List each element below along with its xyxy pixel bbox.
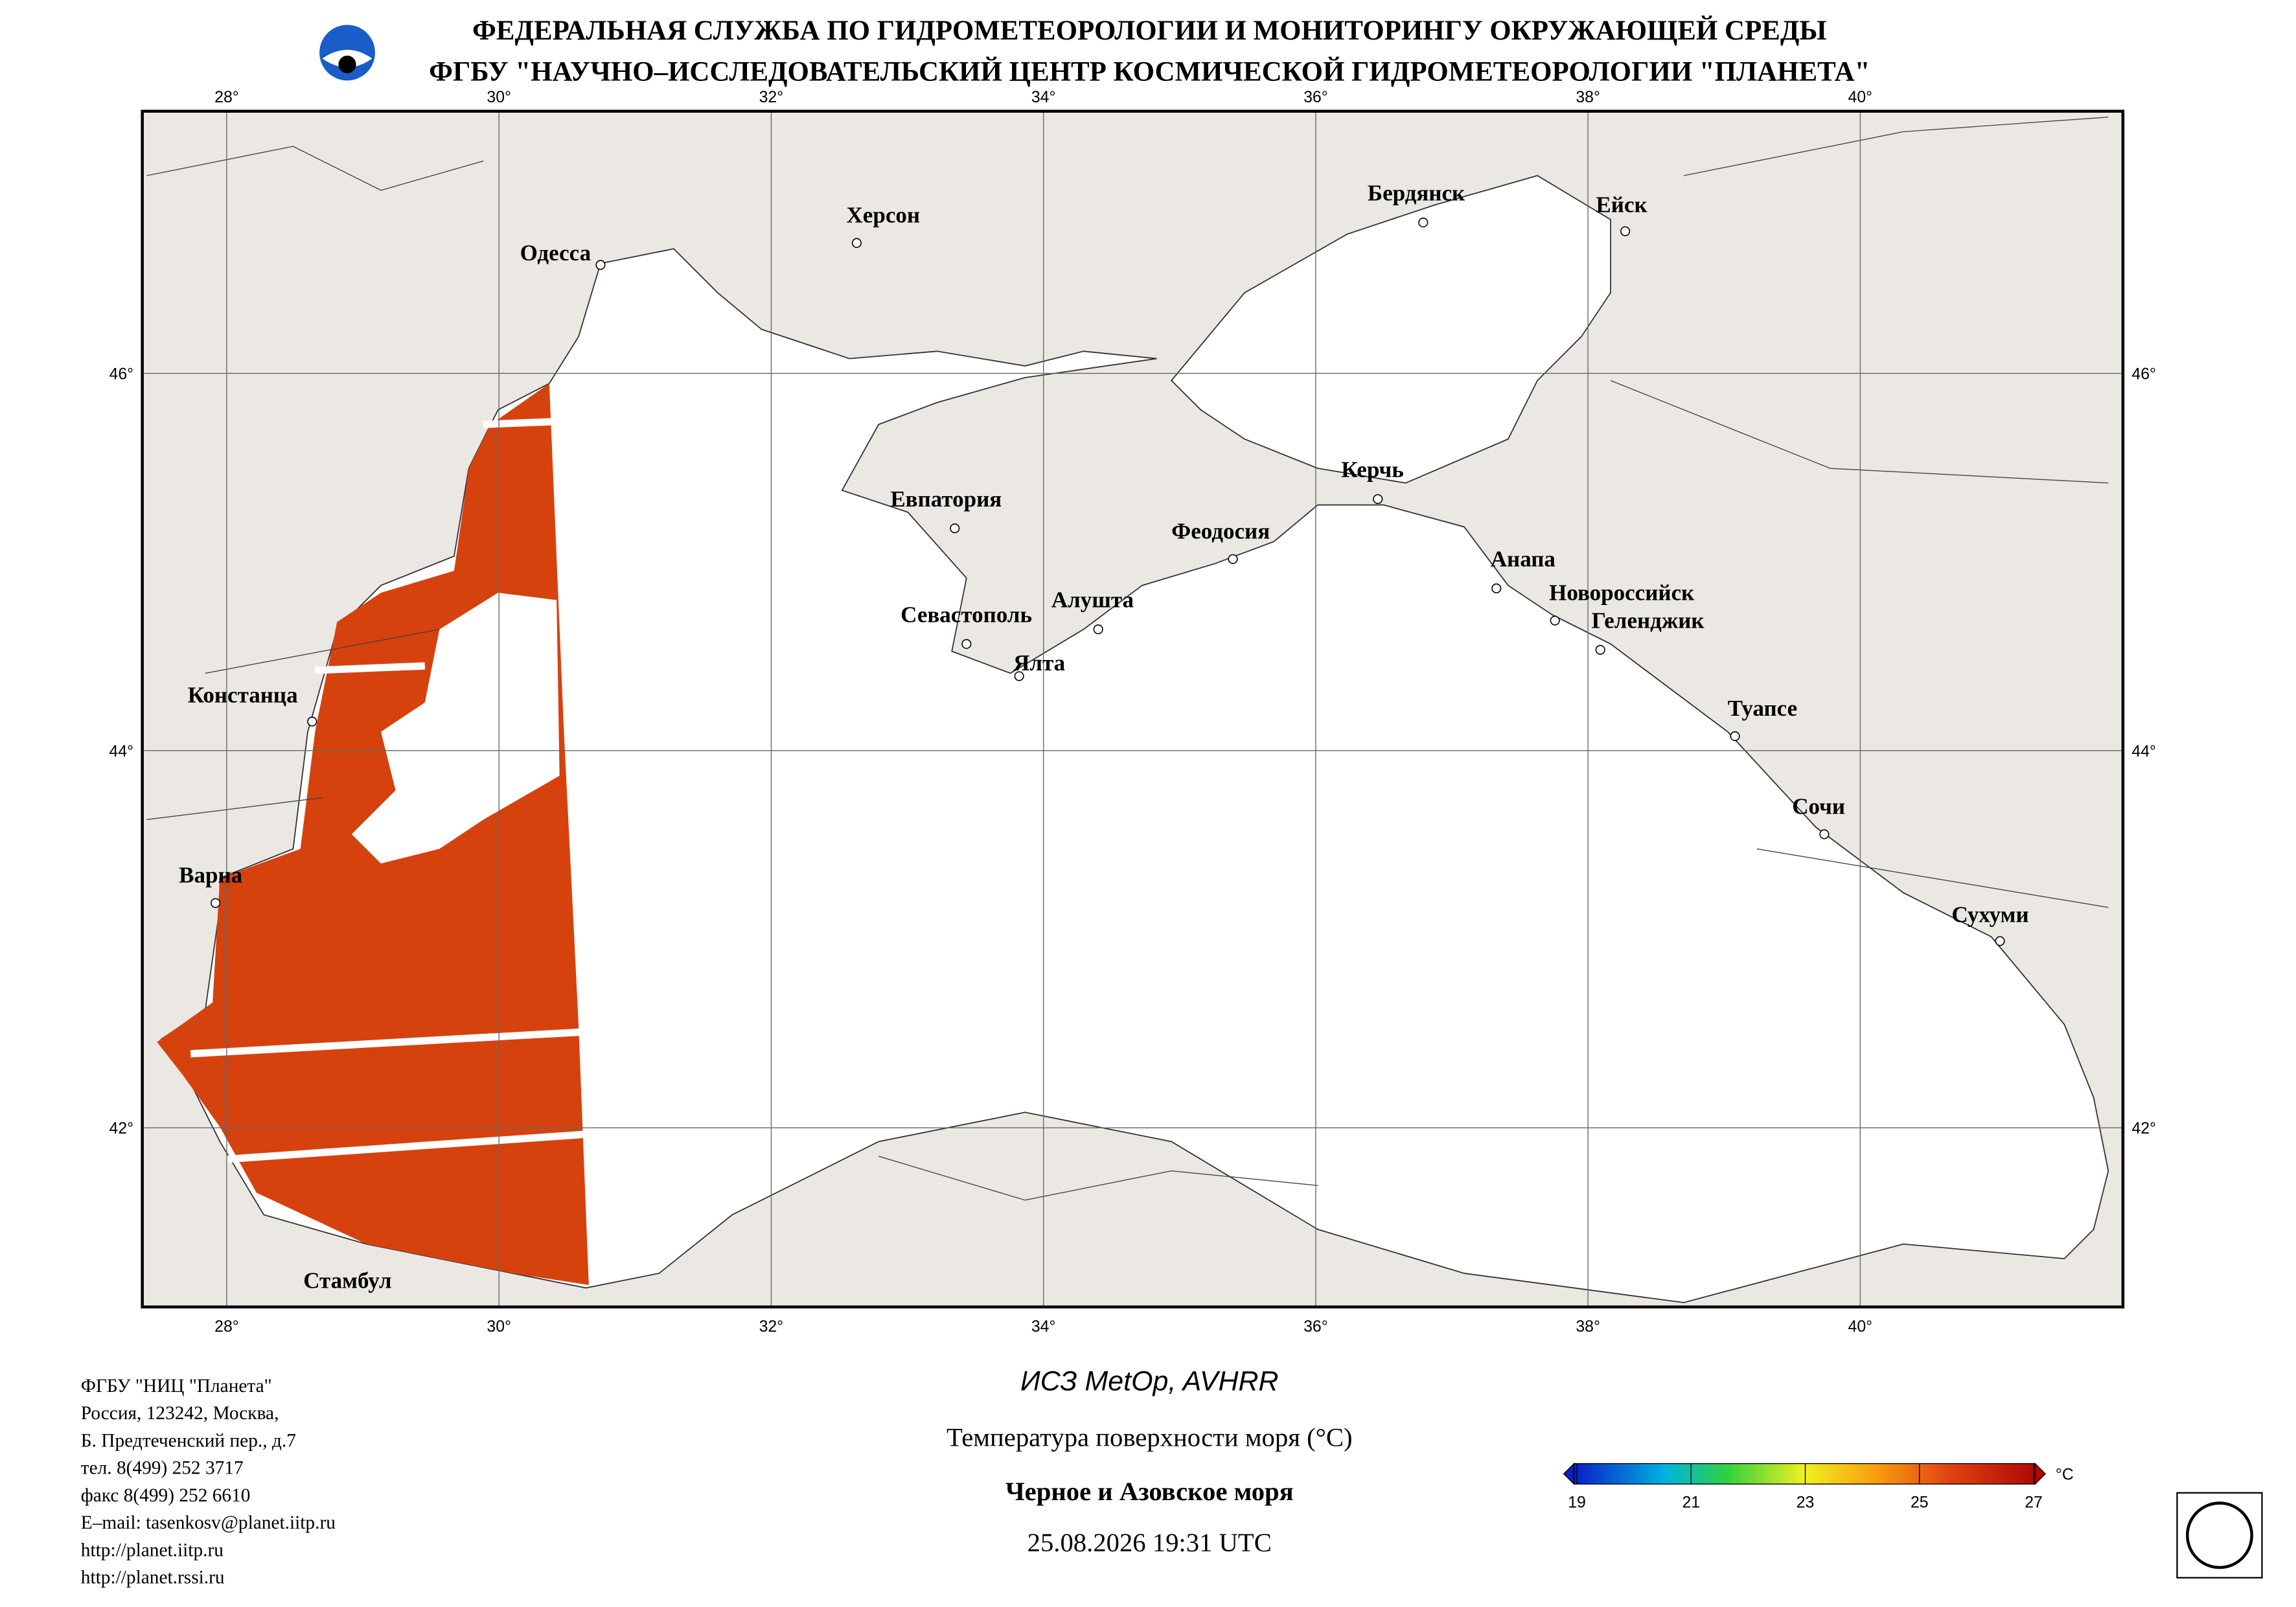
city-label: Сочи	[1792, 793, 1845, 819]
city-dot	[1228, 554, 1238, 564]
city-label: Керчь	[1341, 457, 1403, 483]
city-dot	[211, 898, 221, 908]
lon-tick-label: 36°	[1303, 89, 1328, 106]
city-dot	[1418, 217, 1429, 228]
lat-tick-label: 46°	[2131, 366, 2156, 383]
lon-tick-label: 32°	[759, 89, 784, 106]
city-label: Туапсе	[1728, 696, 1797, 721]
contact-line: http://planet.iitp.ru	[81, 1540, 224, 1560]
lat-tick-label: 42°	[2131, 1120, 2156, 1137]
city-label: Бердянск	[1368, 181, 1465, 206]
colorbar-tick-label: 19	[1568, 1494, 1586, 1511]
city-dot	[1595, 644, 1605, 655]
city-label: Анапа	[1491, 546, 1556, 571]
region: Черное и Азовское моря	[1005, 1477, 1294, 1506]
contact-line: ФГБУ "НИЦ "Планета"	[81, 1376, 272, 1396]
header-line: ФЕДЕРАЛЬНАЯ СЛУЖБА ПО ГИДРОМЕТЕОРОЛОГИИ …	[472, 16, 1827, 46]
lon-tick-label: 32°	[759, 1318, 784, 1336]
contact-line: E–mail: tasenkosv@planet.iitp.ru	[81, 1512, 336, 1533]
lat-tick-label: 44°	[2131, 743, 2156, 760]
colorbar-tick-label: 27	[2025, 1494, 2043, 1511]
city-dot	[1995, 936, 2005, 946]
city-label: Херсон	[847, 202, 921, 227]
lat-tick-label: 46°	[109, 366, 134, 383]
iso-logo	[2176, 1492, 2263, 1579]
contact-line: http://planet.rssi.ru	[81, 1567, 225, 1588]
city-dot	[1491, 583, 1502, 593]
city-dot	[961, 639, 972, 649]
header-line: ФГБУ "НАУЧНО–ИССЛЕДОВАТЕЛЬСКИЙ ЦЕНТР КОС…	[429, 56, 1870, 87]
colorbar-unit: °C	[2056, 1466, 2074, 1483]
map	[142, 111, 2123, 1307]
city-dot	[595, 260, 606, 270]
satellite: ИСЗ MetOp, AVHRR	[1020, 1366, 1278, 1397]
lon-tick-label: 28°	[214, 1318, 239, 1336]
contact-line: факс 8(499) 252 6610	[81, 1485, 251, 1506]
city-label: Варна	[179, 863, 242, 888]
contact-line: Россия, 123242, Москва,	[81, 1403, 279, 1424]
city-dot	[1373, 494, 1383, 505]
contact-line: Б. Предтеченский пер., д.7	[81, 1430, 296, 1451]
lat-tick-label: 42°	[109, 1120, 134, 1137]
city-dot	[1620, 226, 1631, 236]
city-dot	[1819, 829, 1830, 839]
city-label: Одесса	[520, 240, 591, 266]
colorbar-end	[1563, 1462, 1575, 1485]
city-label: Евпатория	[890, 486, 1002, 512]
city-dot	[950, 523, 960, 534]
city-dot	[1014, 671, 1024, 681]
azov-sea	[1170, 175, 1611, 484]
city-label: Стамбул	[303, 1268, 391, 1293]
lon-tick-label: 38°	[1576, 89, 1600, 106]
lon-tick-label: 36°	[1303, 1318, 1328, 1336]
scan-gap	[190, 418, 586, 1163]
lon-tick-label: 30°	[487, 89, 511, 106]
colorbar-ramp	[1573, 1463, 2036, 1485]
datetime: 25.08.2026 19:31 UTC	[1027, 1528, 1272, 1557]
lon-tick-label: 34°	[1031, 1318, 1056, 1336]
city-dot	[1730, 731, 1740, 742]
graticule: 28° 28° 30° 30° 32° 32° 34° 34° 36° 36° 38° 38° 40° 4…	[109, 89, 2156, 1336]
lon-tick-label: 30°	[487, 1318, 511, 1336]
lon-tick-label: 28°	[214, 89, 239, 106]
colorbar-tick-label: 21	[1682, 1494, 1700, 1511]
city-label: Констанца	[188, 683, 298, 708]
colorbar-tick-label: 23	[1797, 1494, 1815, 1511]
logo	[319, 25, 375, 81]
city-dot	[851, 238, 862, 248]
contact-line: тел. 8(499) 252 3717	[81, 1458, 244, 1479]
city-dot	[1550, 615, 1560, 626]
map-frame	[141, 109, 2125, 1309]
lon-tick-label: 40°	[1848, 1318, 1873, 1336]
product: Температура поверхности моря (°C)	[947, 1422, 1353, 1452]
lat-tick-label: 44°	[109, 743, 134, 760]
contacts: ФГБУ "НИЦ "Планета" Россия, 123242, Москв…	[81, 1376, 336, 1588]
colorbar-tick-label: 25	[1911, 1494, 1929, 1511]
city-label: Алушта	[1051, 587, 1134, 613]
colorbar-end	[2034, 1462, 2047, 1485]
city-dot	[307, 716, 317, 727]
coast-lines	[146, 117, 2109, 1201]
city-label: Феодосия	[1171, 519, 1270, 544]
lon-tick-label: 40°	[1848, 89, 1873, 106]
colorbar: °C 19 21 23 25 27	[1563, 1462, 2074, 1511]
city-label: Геленджик	[1592, 608, 1705, 633]
city-label: Сухуми	[1952, 902, 2029, 928]
city-label: Севастополь	[901, 602, 1032, 627]
cloud	[351, 593, 560, 864]
city-dot	[1093, 624, 1103, 635]
lon-tick-label: 38°	[1576, 1318, 1600, 1336]
city-label: Ялта	[1013, 650, 1065, 676]
city-label: Ейск	[1596, 192, 1647, 218]
lon-tick-label: 34°	[1031, 89, 1056, 106]
cities: Одесса Херсон Бердянск Ейск Евпатория Ке…	[179, 181, 2029, 1294]
city-label: Новороссийск	[1549, 580, 1695, 605]
